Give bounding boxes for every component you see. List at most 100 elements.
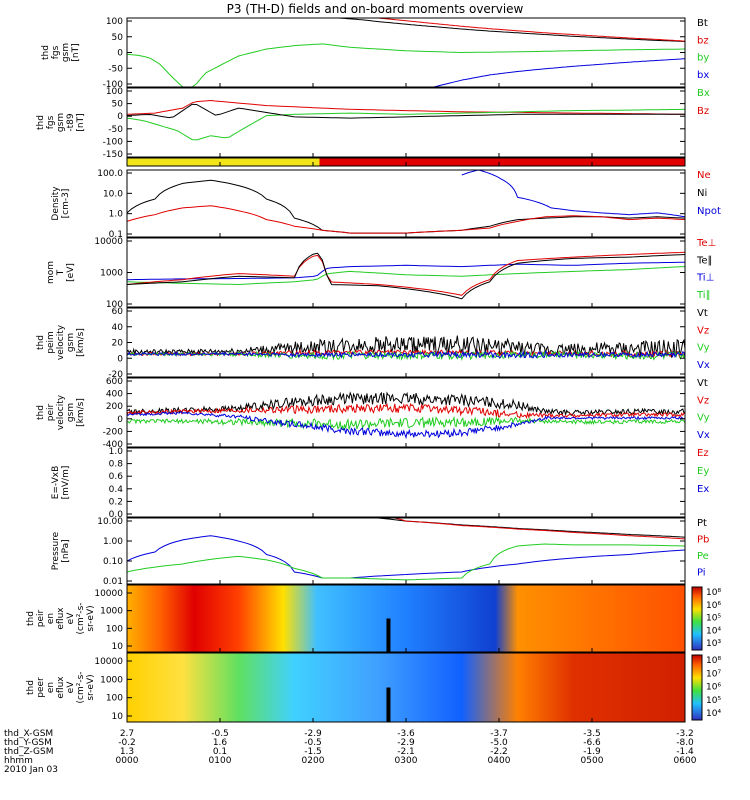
colorbar-tick-label: 10⁵ (706, 696, 721, 706)
series-Pi (126, 535, 686, 579)
colorbar (691, 586, 703, 651)
mode-segment (127, 158, 320, 166)
colorbar-tick-label: 10⁵ (706, 614, 721, 624)
y-axis-label: thd fgs gsm -t89 [nT] (36, 113, 86, 132)
xaxis-row-label: thd_Z-GSM (4, 747, 53, 757)
xaxis-value: -3.7 (490, 729, 508, 739)
y-label-line: -t89 (66, 113, 76, 132)
y-label-line: gsm (56, 113, 66, 132)
legend-Ez: Ez (697, 448, 709, 459)
y-tick-label: -20 (108, 370, 123, 380)
legend-Ni: Ni (697, 188, 707, 199)
y-label-line: [nT] (76, 113, 86, 131)
y-axis-label: thd peim velocity gsm [km/s] (36, 324, 86, 360)
xaxis-value: -2.9 (397, 738, 415, 748)
xaxis-date: 2010 Jan 03 (4, 765, 58, 775)
y-label-line: [nPa] (61, 539, 71, 562)
y-label-line: (cm²-s- (76, 602, 86, 634)
xaxis-value: 1.3 (120, 747, 134, 757)
y-tick-label: 10.0 (103, 189, 123, 199)
y-label-line: eV (66, 681, 76, 694)
y-label-line: velocity (56, 394, 66, 430)
panel-frame (126, 447, 686, 518)
xaxis-value: 0400 (488, 756, 511, 766)
panel-electron-spectrogram: 10000 1000 100 10 10⁸ 10⁷ 10⁶ 10⁵ 10⁴ thd peer en ef… (26, 652, 721, 723)
series-Te∥ (126, 252, 686, 300)
y-tick-label: 0 (117, 49, 123, 59)
y-label-line: thd (36, 115, 46, 130)
y-tick-label: 0 (117, 415, 123, 425)
y-label-line: fgs (51, 45, 61, 59)
y-tick-label: 1.00 (103, 537, 123, 547)
legend-Vy: Vy (697, 413, 710, 424)
panel-temp: 10000 1000 100 Te⊥ Te∥ Ti⊥ Ti∥ mom T [eV] (46, 237, 716, 310)
series-Bt (126, 103, 685, 119)
legend-Ne: Ne (697, 170, 711, 181)
panel-ion-spectrogram: 10000 1000 100 10 10⁸ 10⁶ 10⁵ 10⁴ 10³ thd peir en ef… (26, 584, 721, 653)
xaxis-value: -0.5 (211, 729, 229, 739)
y-tick-label: 600 (106, 377, 123, 387)
legend-Pt: Pt (697, 518, 707, 529)
y-label-line: [km/s] (76, 398, 86, 427)
y-label-line: en (46, 682, 56, 693)
y-label-line: thd (36, 335, 46, 350)
y-tick-label: 0.2 (109, 497, 123, 507)
panel-frame (126, 307, 686, 378)
xaxis-value: -2.9 (304, 729, 322, 739)
legend-Pb: Pb (697, 535, 709, 546)
xaxis-value: -1.4 (676, 747, 694, 757)
series-Bt (338, 17, 686, 42)
panel-fgs-gse: 100 50 0 -50 -100 -150 Bx Bz thd fgs gsm -t89 [nT] (36, 87, 710, 160)
series-Bx (126, 108, 686, 141)
legend-Vx: Vx (697, 360, 710, 371)
legend-bz: bz (697, 35, 709, 46)
y-tick-label: 200 (106, 402, 123, 412)
y-tick-label: 10 (112, 712, 124, 722)
y-label-line: T (56, 269, 66, 276)
legend-Vx: Vx (697, 430, 710, 441)
colorbar-tick-label: 10⁶ (706, 683, 721, 693)
xaxis-value: 0500 (581, 756, 604, 766)
legend-Bz: Bz (697, 106, 709, 117)
series-Bz (126, 99, 685, 115)
y-tick-label: -150 (103, 150, 124, 160)
xaxis-value: -1.5 (304, 747, 322, 757)
y-axis-label: Pressure [nPa] (51, 531, 71, 570)
panel-frame (126, 17, 686, 88)
y-axis-label: Density [cm-3] (51, 186, 71, 221)
y-label-line: eflux (56, 607, 66, 630)
y-axis-label: thd peer en eflux eV (cm²-s-sr-eV) (26, 671, 96, 703)
legend-Vz: Vz (697, 325, 709, 336)
y-tick-label: 1000 (100, 675, 123, 685)
legend-Pi: Pi (697, 568, 706, 579)
data-gap (386, 618, 391, 652)
y-tick-label: 0.01 (103, 577, 123, 587)
y-tick-label: 50 (112, 100, 124, 110)
y-tick-label: 10.00 (97, 517, 123, 527)
legend-Pe: Pe (697, 551, 709, 562)
series-Ti⊥ (126, 261, 686, 281)
xaxis-value: 2.7 (120, 729, 134, 739)
y-tick-label: -400 (103, 440, 124, 450)
mode-segment (319, 158, 685, 166)
chart-title: P3 (TH-D) fields and on-board moments ov… (226, 2, 524, 16)
legend-Vz: Vz (697, 395, 709, 406)
y-tick-label: 100 (106, 694, 123, 704)
panel-frame (126, 237, 686, 308)
y-axis-label: mom T [eV] (46, 261, 76, 284)
xaxis-value: -3.5 (583, 729, 601, 739)
series-Npot (461, 169, 686, 218)
xaxis-value: 0100 (209, 756, 232, 766)
legend-bx: bx (697, 70, 709, 81)
y-label-line: [km/s] (76, 328, 86, 357)
colorbar-tick-label: 10⁷ (706, 669, 721, 679)
colorbar (691, 654, 703, 721)
y-tick-label: 1.0 (109, 210, 124, 220)
xaxis-value: -5.0 (490, 738, 508, 748)
legend-Vt: Vt (697, 378, 708, 389)
xaxis-row-label: thd_Y-GSM (4, 738, 52, 748)
y-tick-label: 100 (106, 17, 123, 27)
xaxis-row-label: thd_X-GSM (4, 729, 53, 739)
xaxis-row-label: hhmm (4, 756, 33, 766)
